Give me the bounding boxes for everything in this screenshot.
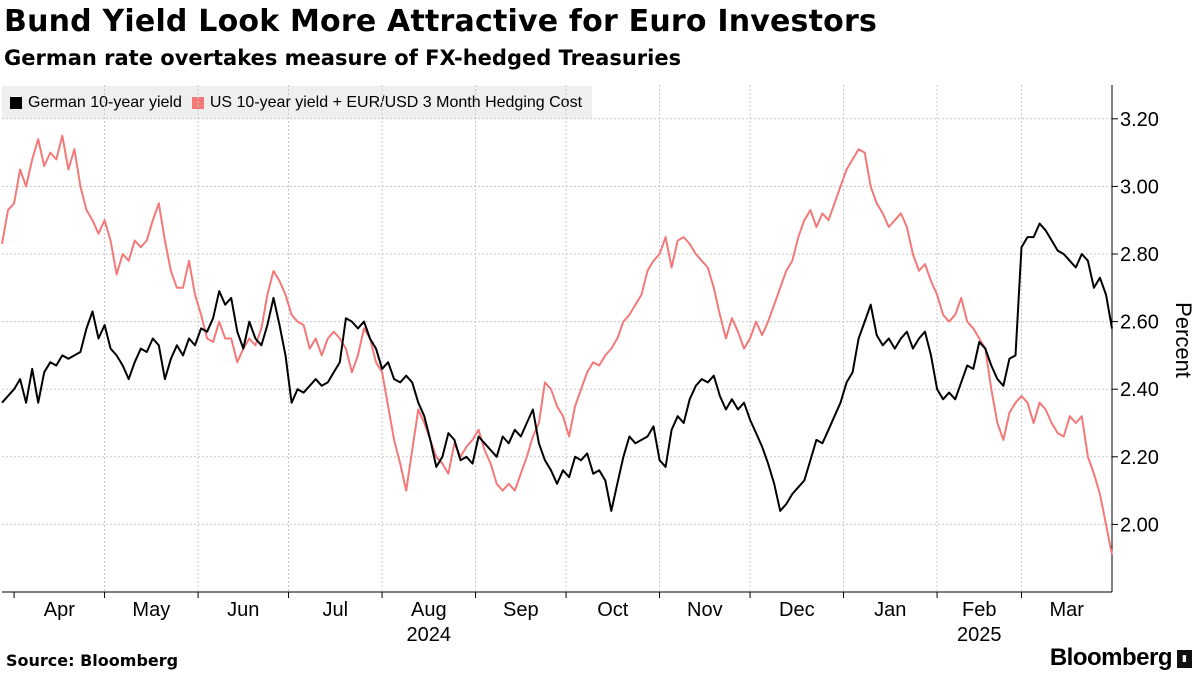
x-tick-label: Sep (503, 599, 539, 621)
x-tick-label: Apr (44, 599, 75, 621)
series-line-german-10y (1, 222, 1113, 512)
x-tick-label: Jul (323, 599, 349, 621)
y-tick-label: 2.60 (1120, 312, 1159, 334)
x-tick-label: Dec (779, 599, 815, 621)
y-tick-label: 3.20 (1120, 109, 1159, 131)
legend-label-us-hedged: US 10-year yield + EUR/USD 3 Month Hedgi… (209, 93, 583, 111)
y-tick-label: 2.00 (1120, 514, 1159, 536)
x-tick-label: Jun (227, 599, 259, 621)
x-tick-label: Aug (411, 599, 447, 621)
bloomberg-logo: Bloomberg (1049, 644, 1173, 671)
chart-subtitle: German rate overtakes measure of FX-hedg… (4, 46, 682, 70)
legend-swatch-german (10, 96, 22, 109)
x-tick-label: Oct (597, 599, 629, 621)
x-tick-label: Mar (1050, 599, 1085, 621)
x-tick-label: Feb (962, 599, 996, 621)
x-year-label: 2025 (957, 624, 1002, 646)
x-tick-label: Nov (687, 599, 723, 621)
x-tick-label: May (132, 599, 170, 621)
y-axis-label: Percent (1171, 302, 1196, 378)
series-line-us-hedged (1, 134, 1113, 555)
source-note: Source: Bloomberg (6, 651, 179, 670)
y-tick-label: 3.00 (1120, 176, 1159, 198)
x-year-label: 2024 (407, 624, 452, 646)
y-tick-label: 2.80 (1120, 244, 1159, 266)
chart-title: Bund Yield Look More Attractive for Euro… (4, 4, 878, 39)
y-tick-label: 2.40 (1120, 379, 1159, 401)
x-tick-label: Jan (874, 599, 906, 621)
terminal-icon: ▮ (1177, 650, 1192, 668)
y-tick-label: 2.20 (1120, 447, 1159, 469)
